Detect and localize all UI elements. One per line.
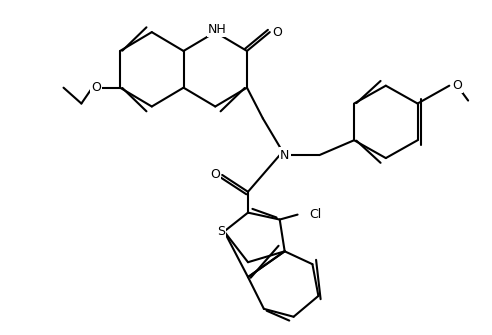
Text: O: O [452, 79, 462, 92]
Text: O: O [210, 169, 220, 182]
Text: O: O [272, 26, 282, 39]
Text: S: S [217, 225, 225, 238]
Text: O: O [92, 81, 101, 94]
Text: NH: NH [208, 23, 227, 36]
Text: N: N [280, 149, 289, 161]
Text: Cl: Cl [309, 208, 322, 221]
